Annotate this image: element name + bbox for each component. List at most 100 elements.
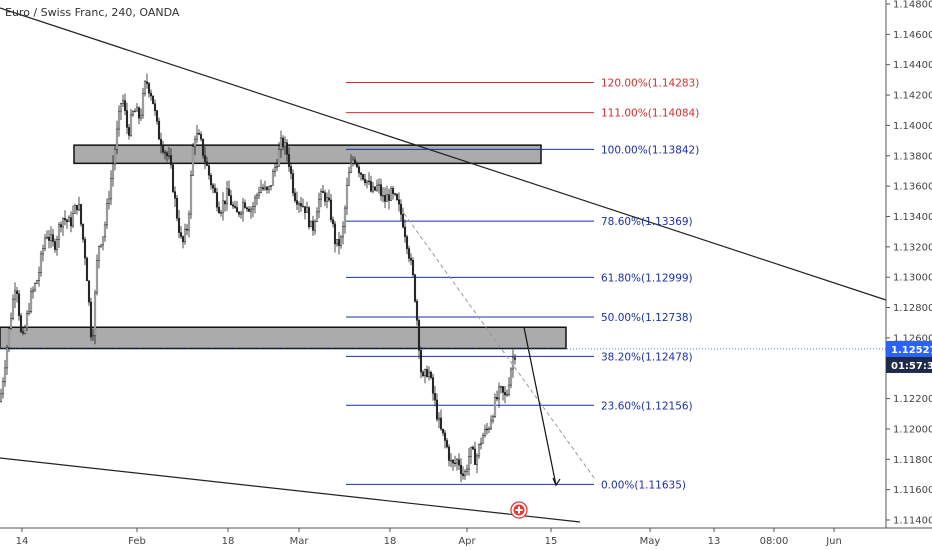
fib-level-label: 38.20%(1.12478)	[601, 351, 693, 363]
last-price-tag[interactable]	[886, 340, 932, 357]
candle-body	[323, 192, 327, 202]
candle-body	[173, 191, 177, 199]
resistance-zone[interactable]	[73, 144, 542, 165]
candle-body	[179, 232, 183, 237]
candle-body	[355, 162, 359, 168]
candle-body	[131, 111, 135, 116]
candle-body	[95, 260, 99, 294]
candle-body	[121, 100, 125, 104]
candle-body	[297, 203, 301, 205]
candle-body	[341, 226, 345, 238]
candle-body	[273, 166, 277, 172]
candle-body	[233, 205, 237, 208]
candle-body	[453, 462, 457, 465]
candle-body	[157, 120, 161, 140]
candle-body	[119, 103, 123, 112]
candle-body	[255, 194, 259, 199]
upper-trendline[interactable]	[0, 7, 887, 301]
lower-trendline[interactable]	[0, 457, 581, 523]
candle-body	[175, 197, 179, 219]
candle-body	[229, 195, 233, 206]
candle-body	[261, 187, 265, 190]
candle-body	[139, 114, 143, 119]
candle-body	[439, 417, 443, 430]
candle-body	[319, 191, 323, 200]
candle-body	[135, 107, 139, 112]
arrow-head	[552, 477, 561, 487]
candle-body	[467, 456, 471, 470]
candle-body	[67, 217, 71, 222]
price-axis[interactable]: 1.14800 1.14600 1.14400 1.14200 1.14000 1.138…	[885, 0, 932, 528]
candle-body	[455, 459, 459, 464]
support-zone[interactable]	[0, 326, 567, 350]
candle-body	[363, 178, 367, 184]
candle-body	[277, 148, 281, 167]
candle-body	[219, 212, 223, 214]
time-axis[interactable]: 14 Feb 18 Mar 18 Apr 15 May 13 08:00 Jun	[0, 527, 932, 547]
candle-body	[21, 331, 25, 334]
candle-body	[491, 416, 495, 422]
candle-body	[227, 188, 231, 196]
candle-body	[35, 280, 39, 284]
candle-body	[17, 293, 21, 316]
price-tick-label: 1.13000	[893, 273, 932, 284]
candle-body	[477, 444, 481, 457]
candle-body	[437, 417, 441, 420]
price-tick-label: 1.14400	[893, 60, 932, 71]
candle-body	[115, 128, 119, 150]
candle-body	[269, 185, 273, 187]
candle-body	[463, 471, 467, 477]
candle-body	[387, 194, 391, 201]
candle-body	[427, 371, 431, 377]
price-tick-label: 1.14600	[893, 30, 932, 41]
candle-body	[129, 114, 133, 136]
candle-body	[203, 155, 207, 162]
event-marker[interactable]	[510, 501, 528, 519]
candle-body	[257, 192, 261, 196]
fib-level-label: 120.00%(1.14283)	[601, 77, 699, 89]
candle-body	[195, 133, 199, 140]
candles-layer	[0, 73, 517, 483]
price-tick-label: 1.14000	[893, 121, 932, 132]
candle-body	[51, 234, 55, 242]
candle-body	[41, 248, 45, 255]
fib-level-label: 23.60%(1.12156)	[601, 400, 693, 412]
candle-body	[357, 166, 361, 174]
fib-trend-dashed[interactable]	[403, 213, 597, 481]
flag-cross-h	[515, 509, 523, 511]
price-tick-label: 1.11400	[893, 516, 932, 527]
candle-body	[373, 186, 377, 191]
candle-body	[199, 134, 203, 140]
candle-body	[0, 393, 3, 402]
candle-body	[93, 292, 97, 336]
price-tick-label: 1.11800	[893, 455, 932, 466]
candle-body	[441, 428, 445, 434]
candle-body	[457, 459, 461, 466]
candle-body	[155, 110, 159, 122]
candle-body	[365, 180, 369, 184]
price-tick-label: 1.11600	[893, 485, 932, 496]
candle-body	[421, 371, 425, 377]
fib-level-label: 50.00%(1.12738)	[601, 312, 693, 324]
candle-body	[193, 138, 197, 147]
candle-body	[489, 420, 493, 430]
candle-body	[87, 280, 91, 303]
candle-body	[169, 155, 173, 166]
candle-body	[287, 154, 291, 167]
candle-body	[329, 199, 333, 220]
candle-body	[241, 202, 245, 214]
candle-body	[265, 186, 269, 190]
candle-body	[369, 181, 373, 192]
price-tick-label: 1.13200	[893, 242, 932, 253]
chart-title: Euro / Swiss Franc, 240, OANDA	[5, 6, 180, 19]
candle-body	[47, 236, 51, 241]
time-tick-label: Apr	[458, 536, 476, 547]
projection-arrow[interactable]	[523, 327, 557, 486]
price-tick-label: 1.14800	[893, 0, 932, 11]
candle-body	[459, 464, 463, 475]
candle-body	[77, 204, 81, 211]
candle-body	[223, 200, 227, 205]
time-tick-label: May	[640, 536, 661, 547]
candle-body	[417, 320, 421, 351]
